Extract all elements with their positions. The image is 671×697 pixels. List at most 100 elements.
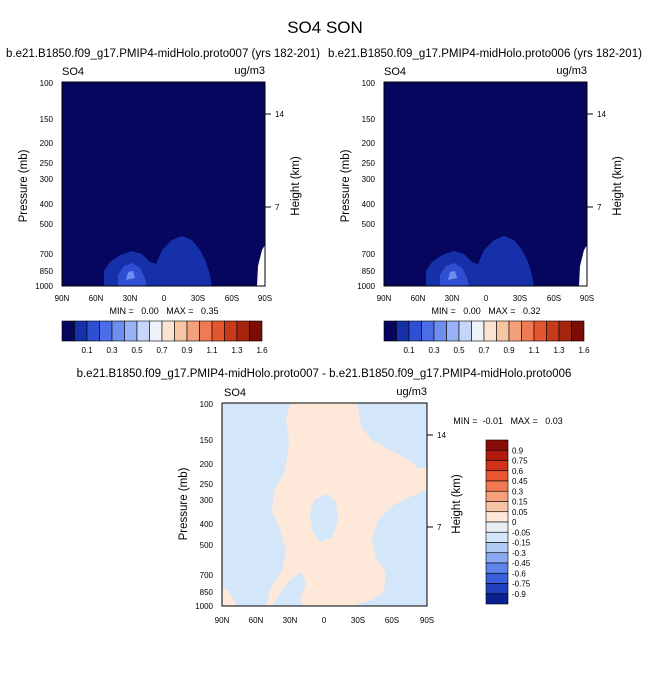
panel-3-colorbar-swatch bbox=[485, 511, 509, 523]
panel-1-colorbar-swatch bbox=[111, 320, 125, 342]
panel-3-x-axis: 90N 60N 30N 0 30S 60S 90S bbox=[215, 616, 434, 625]
panel-1-ytick: 700 bbox=[40, 250, 54, 259]
panel-3-ytick: 300 bbox=[200, 496, 214, 505]
panel-3-y2label: Height (km) bbox=[451, 474, 463, 534]
panel-1-colorbar-swatch bbox=[236, 320, 250, 342]
panel-2-terrain bbox=[579, 245, 587, 286]
panel-1-terrain bbox=[257, 245, 265, 286]
panel-1-colorbar-swatch bbox=[61, 320, 75, 342]
panel-3-frame bbox=[221, 402, 428, 607]
panel-2-y2tick: 7 bbox=[597, 203, 602, 212]
panel-3-ytick: 500 bbox=[200, 541, 214, 550]
panel-3-colorbar-swatch bbox=[485, 460, 509, 472]
panel-3-colorbar-swatch bbox=[485, 480, 509, 492]
panel-3-ytick: 400 bbox=[200, 520, 214, 529]
panel-1: b.e21.B1850.f09_g17.PMIP4-midHolo.proto0… bbox=[6, 48, 320, 355]
panel-2-y-axis: 100 150 200 250 300 400 500 700 850 1000… bbox=[340, 79, 376, 291]
panel-1-y2tick: 7 bbox=[275, 203, 280, 212]
panel-1-colorbar-swatch bbox=[224, 320, 238, 342]
panel-3-colorbar-label: 0.6 bbox=[512, 467, 524, 476]
panel-2-y2label: Height (km) bbox=[612, 156, 624, 216]
panel-3-colorbar-label: -0.75 bbox=[512, 580, 531, 589]
panel-1-colorbar-label: 1.6 bbox=[256, 346, 268, 355]
panel-1-x-axis: 90N 60N 30N 0 30S 60S 90S bbox=[55, 294, 272, 303]
panel-1-xtick: 90N bbox=[55, 294, 70, 303]
panel-2-xtick: 90S bbox=[580, 294, 594, 303]
panel-1-ytick: 1000 bbox=[35, 282, 53, 291]
panel-2-run-title: b.e21.B1850.f09_g17.PMIP4-midHolo.proto0… bbox=[328, 48, 642, 60]
panel-3-y2tick: 7 bbox=[437, 523, 442, 532]
panel-2-colorbar-label: 0.3 bbox=[428, 346, 440, 355]
panel-2-colorbar-label: 1.6 bbox=[578, 346, 590, 355]
panel-1-colorbar-swatch bbox=[174, 320, 188, 342]
panel-3-ytick: 150 bbox=[200, 436, 214, 445]
panel-2-xtick: 60N bbox=[411, 294, 426, 303]
panel-1-colorbar-label: 0.7 bbox=[156, 346, 168, 355]
panel-1-colorbar-swatch bbox=[124, 320, 138, 342]
panel-1-colorbar-swatch bbox=[249, 320, 263, 342]
panel-3-xtick: 30S bbox=[351, 616, 365, 625]
panel-3-ytick: 200 bbox=[200, 460, 214, 469]
panel-3-colorbar-label: 0.15 bbox=[512, 498, 528, 507]
panel-3-colorbar: 0.9 0.750.60.450.3 0.150.050-0.05 -0.15-0.3… bbox=[485, 439, 531, 605]
panel-2-colorbar-swatch bbox=[433, 320, 447, 342]
panel-1-stats: MIN = 0.00 MAX = 0.35 bbox=[109, 306, 218, 316]
panel-3-ytick: 700 bbox=[200, 571, 214, 580]
panel-2-ytick: 200 bbox=[362, 139, 376, 148]
panel-2-colorbar-swatch bbox=[471, 320, 485, 342]
panel-3-xtick: 90S bbox=[420, 616, 434, 625]
panel-3-colorbar-label: -0.05 bbox=[512, 528, 531, 537]
panel-1-colorbar-label: 0.5 bbox=[131, 346, 143, 355]
panel-3-colorbar-swatch bbox=[485, 439, 509, 451]
panel-1-ytick: 300 bbox=[40, 175, 54, 184]
panel-3-plot-area bbox=[221, 402, 428, 607]
panel-3-colorbar-swatch bbox=[485, 583, 509, 595]
panel-2-y2-axis: 14 7 Height (km) bbox=[587, 110, 624, 216]
panel-3-colorbar-swatch bbox=[485, 572, 509, 584]
panel-2-colorbar-label: 0.9 bbox=[503, 346, 515, 355]
panel-1-y-axis: 100 150 200 250 300 400 500 700 850 1000… bbox=[18, 79, 54, 291]
panel-1-colorbar-label: 0.9 bbox=[181, 346, 193, 355]
panel-2-xtick: 30S bbox=[513, 294, 527, 303]
panel-2-ytick: 250 bbox=[362, 159, 376, 168]
panel-1-xtick: 90S bbox=[258, 294, 272, 303]
panel-2-xtick: 90N bbox=[377, 294, 392, 303]
panel-3-colorbar-swatch bbox=[485, 521, 509, 533]
panel-2-colorbar-swatch bbox=[396, 320, 410, 342]
panel-1-colorbar-swatch bbox=[99, 320, 113, 342]
panel-2-frame bbox=[383, 81, 588, 287]
panel-3-colorbar-swatch bbox=[485, 501, 509, 513]
panel-1-colorbar-swatch bbox=[186, 320, 200, 342]
panel-3-colorbar-label: 0.3 bbox=[512, 487, 524, 496]
panel-1-y2-axis: 14 7 Height (km) bbox=[265, 110, 302, 216]
panel-3-colorbar-swatch bbox=[485, 542, 509, 554]
panel-1-colorbar-label: 1.1 bbox=[206, 346, 218, 355]
panel-2-colorbar-swatch bbox=[496, 320, 510, 342]
panel-2-colorbar-swatch bbox=[383, 320, 397, 342]
panel-2-ytick: 850 bbox=[362, 267, 376, 276]
panel-3-colorbar-label: -0.9 bbox=[512, 590, 526, 599]
panel-2-colorbar-label: 1.3 bbox=[553, 346, 565, 355]
panel-2-x-axis: 90N 60N 30N 0 30S 60S 90S bbox=[377, 294, 594, 303]
panel-2-ylabel: Pressure (mb) bbox=[340, 149, 352, 222]
panel-1-colorbar-swatch bbox=[161, 320, 175, 342]
panel-3-colorbar-label: 0 bbox=[512, 518, 517, 527]
panel-3-colorbar-swatch bbox=[485, 552, 509, 564]
panel-2-colorbar-swatch bbox=[408, 320, 422, 342]
panel-1-ytick: 100 bbox=[40, 79, 54, 88]
panel-1-xtick: 60S bbox=[225, 294, 239, 303]
panel-1-xtick: 0 bbox=[162, 294, 167, 303]
panel-3-ytick: 850 bbox=[200, 588, 214, 597]
panel-1-colorbar-label: 0.3 bbox=[106, 346, 118, 355]
panel-2-contour-0.5 bbox=[448, 271, 457, 280]
panel-3-colorbar-label: 0.05 bbox=[512, 508, 528, 517]
panel-1-colorbar-label: 1.3 bbox=[231, 346, 243, 355]
panel-3-run-title: b.e21.B1850.f09_g17.PMIP4-midHolo.proto0… bbox=[77, 368, 572, 380]
panel-2-colorbar-label: 0.1 bbox=[403, 346, 415, 355]
panel-1-colorbar-swatch bbox=[211, 320, 225, 342]
panel-1-frame bbox=[61, 81, 266, 287]
panel-3-xtick: 0 bbox=[322, 616, 327, 625]
panel-1-contour-0.5 bbox=[126, 271, 135, 280]
panel-2-colorbar-swatch bbox=[521, 320, 535, 342]
